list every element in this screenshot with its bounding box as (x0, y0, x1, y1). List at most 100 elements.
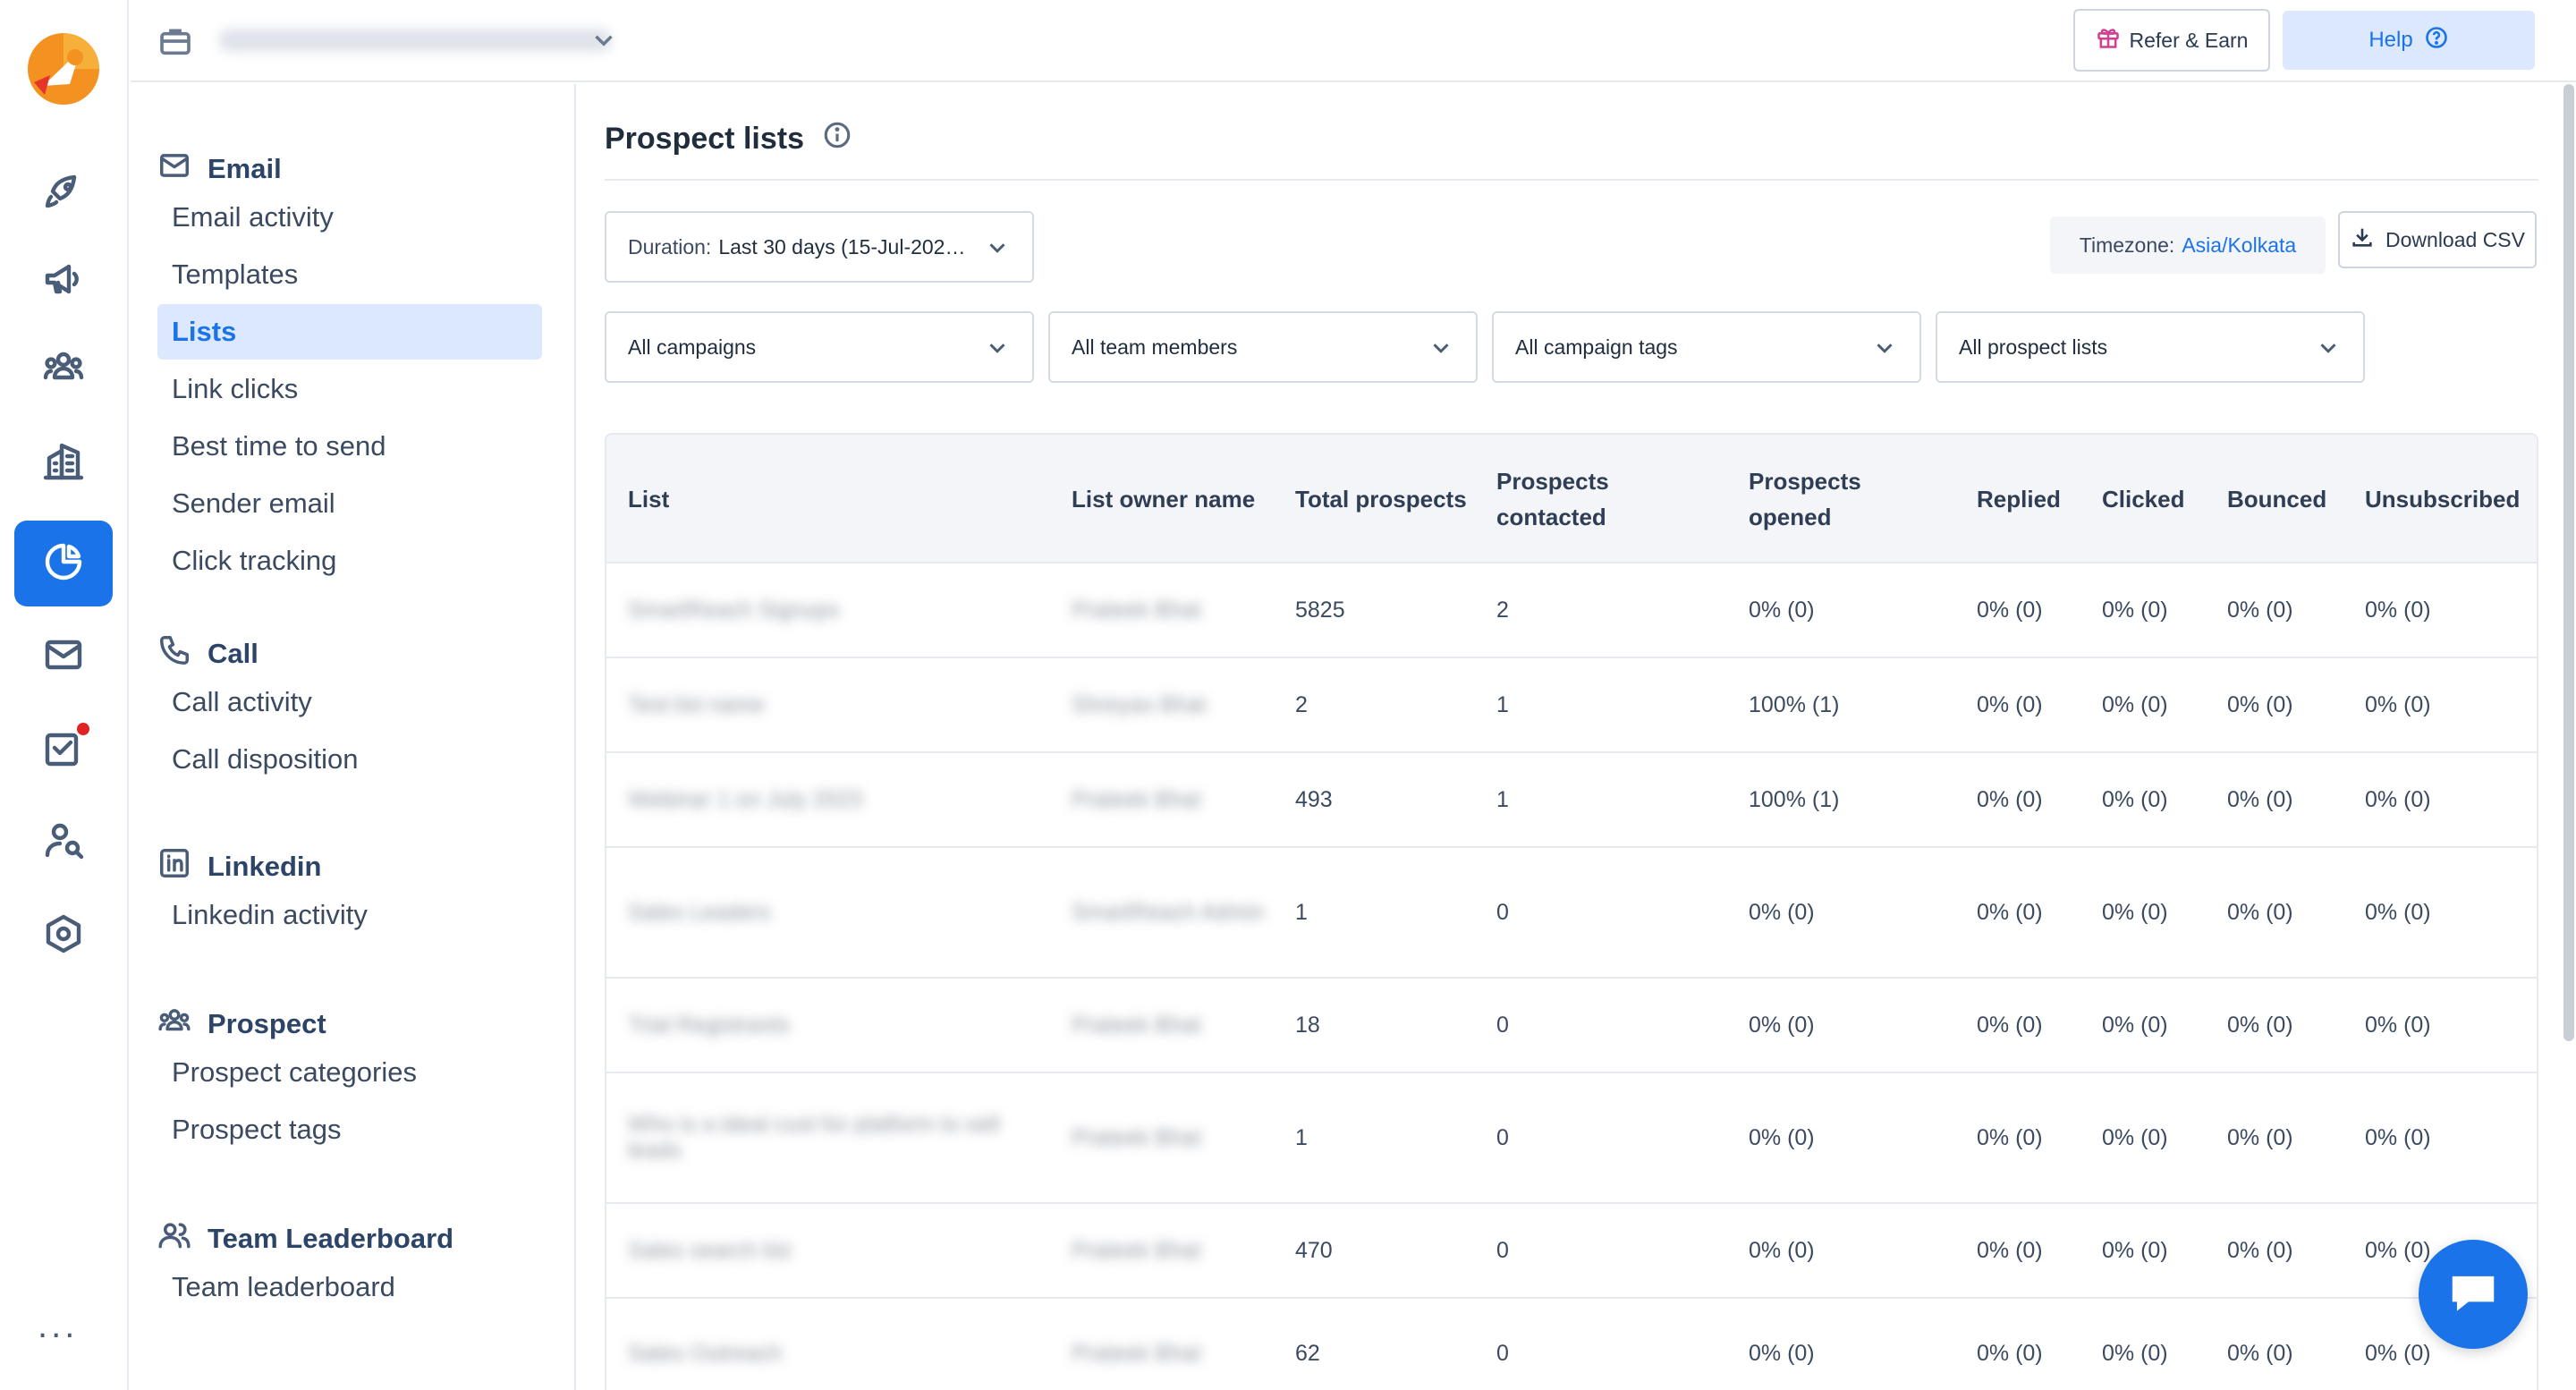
table-row[interactable]: SmartReach Signups Prateek Bhat 5825 2 0% (0… (606, 564, 2537, 658)
table-row[interactable]: Webinar 1 on July 2023 Prateek Bhat 493 1 10… (606, 753, 2537, 848)
cell-replied: 0% (0) (1977, 691, 2043, 717)
cell-list-name: Webinar 1 on July 2023 (628, 786, 863, 812)
building-icon (42, 440, 85, 487)
cell-owner-name: Shreyas Bhat (1072, 691, 1207, 717)
workspace-name[interactable] (218, 29, 612, 52)
duration-select[interactable]: Duration: Last 30 days (15-Jul-202… (605, 211, 1034, 283)
table-row[interactable]: Sales Outreach Prateek Bhat 62 0 0% (0) 0% (0… (606, 1299, 2537, 1390)
cell-owner-name: Prateek Bhat (1072, 597, 1201, 623)
mail-icon (42, 633, 85, 681)
col-clicked[interactable]: Clicked (2102, 486, 2185, 513)
cell-list-name: Sales Leaders (628, 899, 771, 925)
cell-list-name: Sales Outreach (628, 1340, 783, 1366)
rail-inbox-button[interactable] (14, 614, 113, 699)
cell-total-prospects: 62 (1295, 1340, 1320, 1366)
col-total-prospects[interactable]: Total prospects (1295, 486, 1467, 513)
rail-accounts-button[interactable] (14, 420, 113, 506)
rail-settings-button[interactable] (14, 893, 113, 979)
nav-linkedin-activity[interactable]: Linkedin activity (172, 899, 368, 930)
question-circle-icon (2424, 25, 2449, 56)
cell-owner-name: Prateek Bhat (1072, 786, 1201, 812)
table-row[interactable]: Test list name Shreyas Bhat 2 1 100% (1) 0% (… (606, 658, 2537, 753)
chat-button[interactable] (2419, 1240, 2528, 1349)
col-prospects-contacted[interactable]: Prospects contacted (1496, 468, 1609, 530)
section-linkedin-title: Linkedin (208, 851, 322, 882)
download-csv-button[interactable]: Download CSV (2338, 211, 2537, 268)
refer-earn-label: Refer & Earn (2129, 28, 2249, 52)
nav-team-leaderboard[interactable]: Team leaderboard (172, 1271, 395, 1302)
cell-prospects-contacted: 0 (1496, 1012, 1509, 1038)
section-prospect: Prospect (157, 1004, 326, 1045)
cell-clicked: 0% (0) (2102, 786, 2168, 812)
briefcase-icon (157, 23, 193, 59)
help-label: Help (2368, 28, 2413, 52)
cell-list-name: Sales search list (628, 1237, 792, 1263)
refer-earn-button[interactable]: Refer & Earn (2073, 9, 2270, 72)
col-list-owner[interactable]: List owner name (1072, 486, 1256, 513)
table-row[interactable]: Sales search list Prateek Bhat 470 0 0% (0) 0… (606, 1204, 2537, 1299)
nav-sender-email[interactable]: Sender email (172, 487, 335, 519)
nav-prospect-tags[interactable]: Prospect tags (172, 1114, 342, 1145)
rail-prospect-search-button[interactable] (14, 800, 113, 886)
nav-email-activity[interactable]: Email activity (172, 201, 334, 233)
col-prospects-opened[interactable]: Prospects opened (1749, 468, 1861, 530)
cell-prospects-opened: 100% (1) (1749, 691, 1840, 717)
cell-prospects-opened: 0% (0) (1749, 597, 1815, 623)
cell-clicked: 0% (0) (2102, 1012, 2168, 1038)
cell-owner-name: Prateek Bhat (1072, 1340, 1201, 1366)
table-header: List List owner name Total prospects Pro… (606, 435, 2537, 564)
cell-prospects-contacted: 0 (1496, 1237, 1509, 1263)
table-row[interactable]: Sales Leaders SmartReach Admin 1 0 0% (0) 0% … (606, 848, 2537, 979)
timezone-label: Timezone: (2079, 233, 2175, 257)
col-unsubscribed[interactable]: Unsubscribed (2365, 486, 2521, 513)
nav-best-time-to-send[interactable]: Best time to send (172, 430, 386, 462)
nav-link-clicks[interactable]: Link clicks (172, 373, 299, 404)
app-logo[interactable] (25, 30, 102, 107)
nav-click-tracking[interactable]: Click tracking (172, 545, 337, 576)
table-row[interactable]: Who is a ideal cust for platform to sell… (606, 1073, 2537, 1204)
chevron-down-icon (1871, 335, 1898, 361)
cell-replied: 0% (0) (1977, 1340, 2043, 1366)
cell-replied: 0% (0) (1977, 786, 2043, 812)
col-replied[interactable]: Replied (1977, 486, 2061, 513)
chevron-down-icon[interactable] (589, 25, 619, 55)
nav-templates[interactable]: Templates (172, 259, 299, 290)
rail-campaigns-button[interactable] (14, 150, 113, 236)
nav-lists[interactable]: Lists (157, 304, 542, 360)
reports-icon (42, 540, 85, 588)
rail-reports-button[interactable] (14, 521, 113, 606)
download-csv-label: Download CSV (2385, 227, 2525, 251)
cell-clicked: 0% (0) (2102, 597, 2168, 623)
nav-prospect-categories[interactable]: Prospect categories (172, 1056, 417, 1088)
prospect-lists-filter-value: All prospect lists (1959, 335, 2108, 359)
cell-prospects-opened: 0% (0) (1749, 1124, 1815, 1150)
rail-tasks-button[interactable] (14, 707, 113, 792)
nav-call-activity[interactable]: Call activity (172, 686, 312, 717)
cell-clicked: 0% (0) (2102, 1340, 2168, 1366)
rail-team-button[interactable] (14, 326, 113, 411)
scrollbar[interactable] (2563, 84, 2574, 1041)
cell-clicked: 0% (0) (2102, 691, 2168, 717)
cell-list-name: Test list name (628, 691, 765, 717)
section-linkedin: Linkedin (157, 846, 321, 887)
cell-total-prospects: 493 (1295, 786, 1333, 812)
more-menu-button[interactable]: ... (38, 1306, 79, 1345)
page-title: Prospect lists (605, 120, 852, 158)
team-icon (42, 345, 85, 393)
rail-announcements-button[interactable] (14, 238, 113, 324)
team-members-filter[interactable]: All team members (1048, 311, 1478, 383)
timezone-value[interactable]: Asia/Kolkata (2182, 233, 2297, 257)
prospect-lists-filter[interactable]: All prospect lists (1936, 311, 2365, 383)
cell-owner-name: Prateek Bhat (1072, 1012, 1201, 1038)
table-row[interactable]: Trial Registrants Prateek Bhat 18 0 0% (0) 0%… (606, 979, 2537, 1073)
info-icon[interactable] (822, 120, 852, 158)
help-button[interactable]: Help (2283, 11, 2535, 70)
col-list[interactable]: List (628, 486, 670, 513)
nav-call-disposition[interactable]: Call disposition (172, 743, 359, 775)
col-bounced[interactable]: Bounced (2227, 486, 2327, 513)
campaign-tags-filter[interactable]: All campaign tags (1492, 311, 1921, 383)
cell-bounced: 0% (0) (2227, 691, 2293, 717)
cell-prospects-contacted: 0 (1496, 1124, 1509, 1150)
campaigns-filter[interactable]: All campaigns (605, 311, 1034, 383)
rocket-icon (42, 170, 85, 217)
